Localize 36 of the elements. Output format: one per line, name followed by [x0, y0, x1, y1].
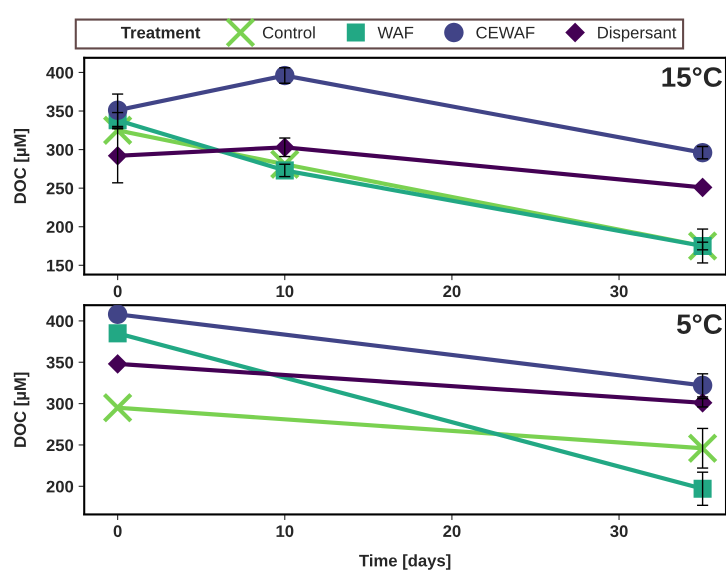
y-tick-label: 300 — [46, 398, 74, 410]
y-tick-label: 200 — [46, 480, 74, 493]
legend-label: CEWAF — [476, 26, 534, 39]
y-tick-label: 300 — [46, 144, 74, 156]
x-tick-label: 0 — [114, 285, 122, 298]
legend-label: Dispersant — [598, 26, 676, 42]
y-tick-label: 400 — [46, 315, 74, 328]
point — [694, 480, 712, 498]
legend-label: Control — [262, 26, 315, 39]
legend-title: Treatment — [120, 26, 200, 39]
x-tick-label: 20 — [443, 525, 460, 538]
x-tick-label: 10 — [276, 525, 294, 538]
y-axis-title: DOC [µM] — [14, 128, 30, 204]
point — [692, 178, 712, 198]
y-tick-label: 250 — [46, 182, 74, 194]
y-tick-label: 200 — [46, 221, 74, 233]
point — [687, 432, 718, 464]
x-tick-label: 30 — [610, 525, 628, 538]
y-tick-label: 150 — [47, 260, 74, 272]
annotation: 15°C — [662, 67, 722, 87]
y-axis-title: DOC [µM] — [14, 372, 30, 447]
point — [108, 324, 127, 342]
y-tick-label: 400 — [46, 66, 74, 79]
x-tick-label: 20 — [443, 285, 460, 298]
x-tick-label: 10 — [276, 285, 294, 298]
point — [108, 305, 128, 324]
x-tick-label: 30 — [610, 285, 628, 298]
y-tick-label: 250 — [46, 439, 74, 452]
point — [102, 392, 133, 424]
x-tick-label: 0 — [114, 525, 122, 538]
y-tick-label: 350 — [46, 105, 74, 118]
y-tick-label: 350 — [46, 356, 74, 368]
point — [108, 354, 128, 374]
x-axis-title: Time [days] — [359, 554, 450, 570]
annotation: 5°C — [677, 314, 722, 334]
legend-label: WAF — [378, 26, 414, 38]
